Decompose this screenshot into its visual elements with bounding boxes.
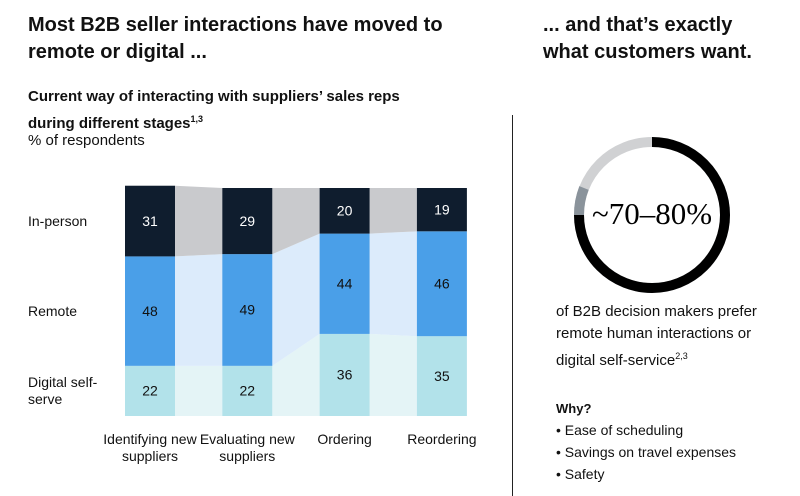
connector-band (175, 185, 223, 257)
connector-band (175, 365, 223, 416)
x-tick-label: Identifying new suppliers (103, 431, 197, 464)
connector-band (272, 333, 320, 416)
headline: Most B2B seller interactions have moved … (28, 14, 443, 63)
donut-arc (574, 137, 730, 293)
value-label: 46 (434, 275, 450, 291)
x-tick-label: Evaluating new suppliers (199, 431, 295, 464)
why-title: Why? (556, 401, 592, 416)
value-label: 31 (142, 213, 158, 229)
divider (512, 115, 513, 496)
stat: ~70–80% (592, 196, 712, 231)
bar-segment (319, 233, 370, 334)
value-label: 19 (434, 201, 450, 217)
chart-title-block: Current way of interacting with supplier… (28, 86, 428, 135)
connector-band (272, 188, 320, 255)
connector-band (369, 231, 417, 337)
reason: Ease of scheduling (556, 419, 736, 441)
chart-title: Current way of interacting with supplier… (28, 88, 400, 132)
bar-segment (319, 188, 370, 234)
callout-text-block: of B2B decision makers prefer remote hum… (556, 301, 781, 372)
value-label: 22 (142, 383, 158, 399)
reason: Savings on travel expenses (556, 441, 736, 463)
bar-segment (222, 188, 273, 255)
x-tick-label: Reordering (407, 431, 477, 447)
value-label: 48 (142, 303, 158, 319)
bar-segment (416, 188, 467, 232)
connector-band (175, 254, 223, 366)
value-label: 35 (434, 368, 450, 384)
legend-label: Digital self-serve (28, 373, 98, 407)
bar-segment (222, 365, 273, 416)
value-label: 36 (337, 367, 353, 383)
value-label: 44 (337, 275, 353, 291)
x-tick-label: Ordering (317, 431, 372, 447)
reasons: Ease of schedulingSavings on travel expe… (556, 419, 736, 485)
donut: ~70–80% (573, 137, 730, 293)
value-label: 49 (240, 302, 256, 318)
bar-segment (416, 336, 467, 416)
value-label: 29 (240, 213, 256, 229)
reason: Safety (556, 463, 736, 485)
connector-band (369, 188, 417, 234)
legend-label: In-person (28, 212, 88, 229)
value-label: 22 (240, 383, 256, 399)
connector-band (369, 333, 417, 416)
donut-arc-mid (573, 186, 589, 216)
bar-segment (319, 333, 370, 416)
bar-segment (125, 256, 175, 366)
bar-segment (125, 365, 175, 416)
bar-segment (125, 185, 175, 257)
callout-note: 2,3 (675, 351, 688, 361)
chart-title-note: 1,3 (190, 114, 204, 124)
callout-heading: ... and that’s exactly what customers wa… (543, 14, 752, 63)
callout-text: of B2B decision makers prefer remote hum… (556, 303, 757, 369)
connector-band (272, 233, 320, 366)
chart-subtitle: % of respondents (28, 132, 145, 149)
bar-segment (416, 231, 467, 337)
chart: 22 48 31 22 49 29 36 44 20 35 46 19 (125, 185, 467, 416)
legend-label: Remote (28, 302, 78, 319)
bar-segment (222, 254, 273, 366)
value-label: 20 (337, 203, 353, 219)
